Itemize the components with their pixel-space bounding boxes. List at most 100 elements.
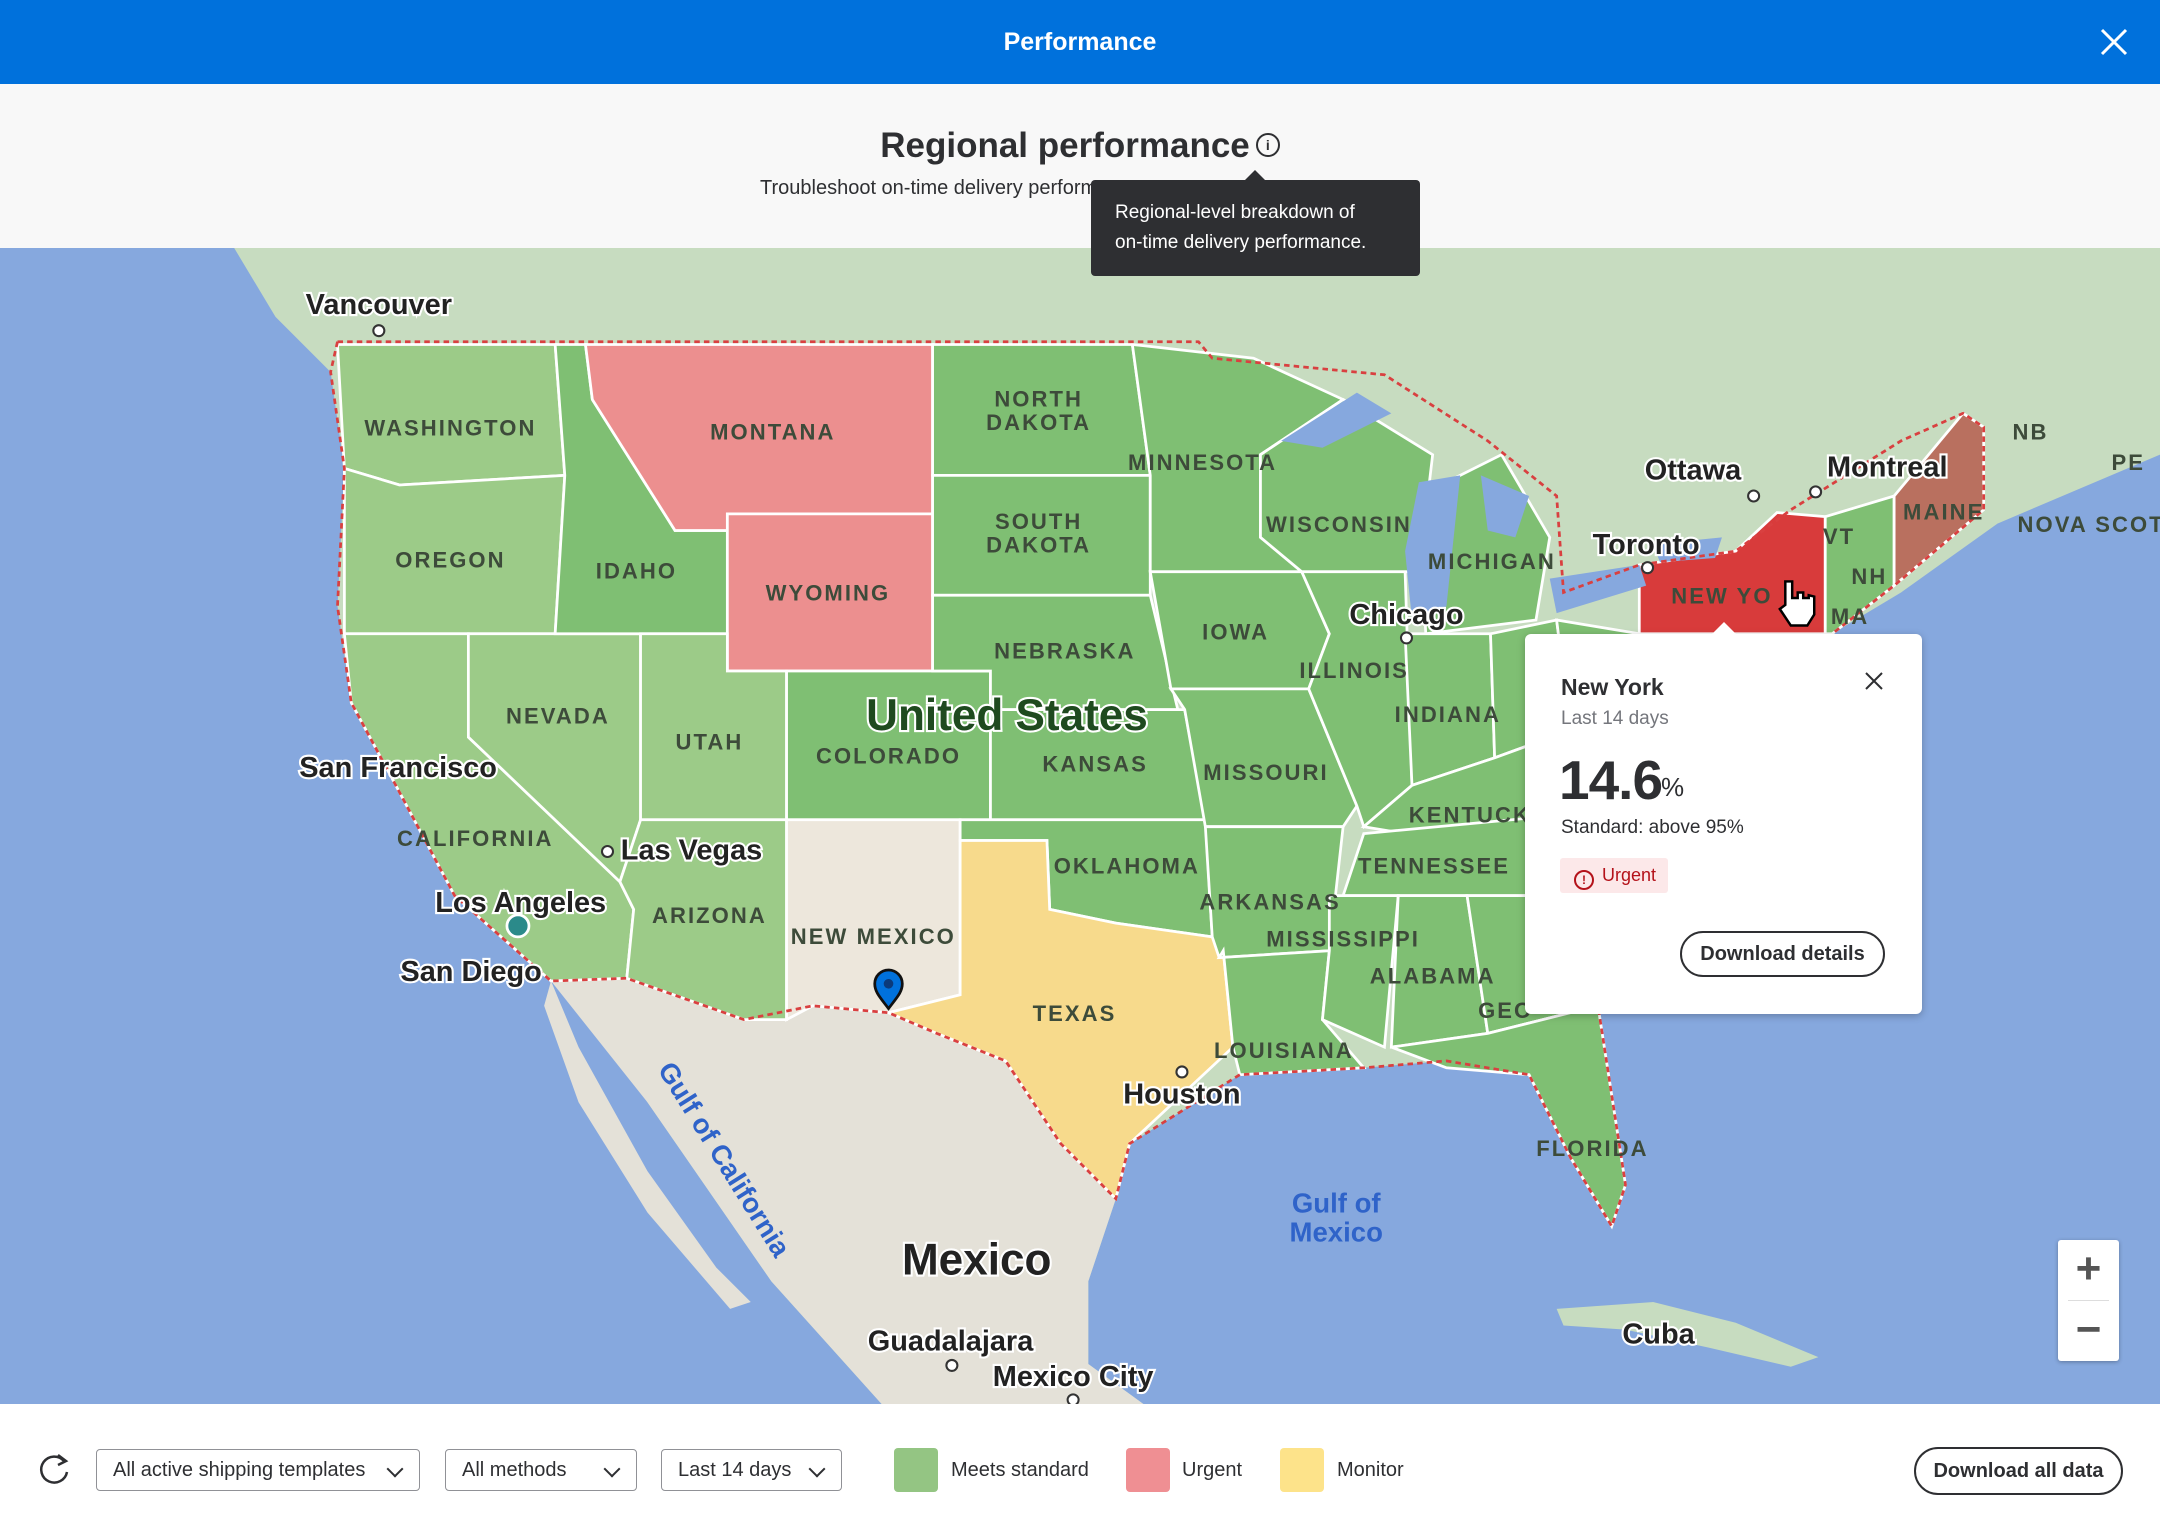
state-label: ILLINOIS bbox=[1299, 658, 1409, 683]
tooltip-line: Regional-level breakdown of bbox=[1115, 202, 1355, 223]
state-label: KANSAS bbox=[1042, 752, 1147, 777]
state-illinois[interactable] bbox=[1299, 570, 1414, 830]
state-mississippi[interactable] bbox=[1320, 894, 1400, 1050]
state-label: SOUTH bbox=[995, 509, 1082, 534]
state-label: INDIANA bbox=[1395, 702, 1501, 727]
status-badge: ! Urgent bbox=[1560, 858, 1669, 893]
popup-close-icon[interactable] bbox=[1863, 670, 1885, 692]
water-label: Gulf of bbox=[1292, 1187, 1382, 1218]
close-icon[interactable] bbox=[2094, 22, 2134, 62]
state-label: MAINE bbox=[1903, 499, 1984, 524]
select-value: Last 14 days bbox=[678, 1459, 792, 1481]
refresh-icon[interactable] bbox=[36, 1452, 72, 1488]
map-zoom-controls: + − bbox=[2058, 1240, 2119, 1361]
city-dot bbox=[1066, 1393, 1080, 1404]
state-vermont-nh-ma[interactable] bbox=[1823, 494, 1896, 636]
location-pin-icon[interactable] bbox=[873, 968, 904, 1011]
state-label: ARIZONA bbox=[652, 903, 767, 928]
zoom-out-button[interactable]: − bbox=[2075, 1305, 2102, 1354]
state-label: IOWA bbox=[1202, 619, 1269, 644]
header-title: Performance bbox=[1003, 28, 1157, 56]
state-label: WYOMING bbox=[766, 581, 891, 606]
page-title: Regional performance i bbox=[0, 126, 2160, 166]
state-label: PE bbox=[2112, 450, 2146, 475]
state-label: WISCONSIN bbox=[1266, 512, 1412, 537]
popup-value: 14.6 bbox=[1559, 749, 1663, 811]
info-tooltip: Regional-level breakdown of on-time deli… bbox=[1091, 170, 1420, 276]
popup-unit: % bbox=[1661, 772, 1685, 802]
state-label: MA bbox=[1831, 604, 1869, 629]
method-select[interactable]: All methods bbox=[445, 1449, 637, 1491]
page-header: Regional performance i Troubleshoot on-ti… bbox=[0, 84, 2160, 248]
states-layer bbox=[336, 342, 1986, 1230]
city-label: Chicago bbox=[1349, 599, 1463, 631]
country-label: Mexico bbox=[902, 1235, 1051, 1284]
state-new-mexico[interactable] bbox=[785, 818, 962, 1022]
city-dot bbox=[372, 324, 386, 338]
city-label: Ottawa bbox=[1645, 454, 1742, 486]
zoom-in-button[interactable]: + bbox=[2075, 1244, 2102, 1293]
state-label: NB bbox=[2013, 420, 2049, 445]
region-detail-popup: New York Last 14 days 14.6 % Standard: a… bbox=[1525, 622, 1922, 1014]
state-label: UTAH bbox=[676, 730, 744, 755]
state-label: MICHIGAN bbox=[1428, 549, 1556, 574]
select-value: All methods bbox=[462, 1459, 567, 1481]
land-cuba bbox=[1556, 1302, 1819, 1367]
state-label: ARKANSAS bbox=[1199, 889, 1340, 914]
state-label: NEBRASKA bbox=[994, 639, 1135, 664]
state-label: NEW MEXICO bbox=[791, 924, 956, 949]
state-label: NH bbox=[1851, 564, 1887, 589]
city-label: Mexico City bbox=[993, 1361, 1154, 1393]
legend-swatch-urgent bbox=[1126, 1448, 1170, 1492]
city-label: San Diego bbox=[400, 956, 541, 988]
download-all-data-button[interactable]: Download all data bbox=[1914, 1447, 2123, 1495]
date-range-select[interactable]: Last 14 days bbox=[661, 1449, 842, 1491]
state-label: MINNESOTA bbox=[1128, 450, 1277, 475]
country-label: United States bbox=[866, 691, 1148, 740]
state-label: TENNESSEE bbox=[1358, 854, 1510, 879]
us-border bbox=[329, 340, 1986, 1230]
city-label: Las Vegas bbox=[621, 835, 762, 867]
state-label: LOUISIANA bbox=[1214, 1038, 1354, 1063]
state-label: ALABAMA bbox=[1370, 964, 1496, 989]
alert-icon: ! bbox=[1574, 870, 1594, 890]
state-label: NOVA SCOT bbox=[2018, 512, 2160, 537]
city-label: Montreal bbox=[1827, 452, 1948, 484]
state-label: NEVADA bbox=[506, 703, 610, 728]
info-icon[interactable]: i bbox=[1255, 132, 1280, 157]
land-mexico bbox=[551, 978, 1144, 1404]
status-badge-label: Urgent bbox=[1602, 865, 1657, 885]
state-label: MISSISSIPPI bbox=[1266, 927, 1420, 952]
city-dot bbox=[945, 1358, 959, 1372]
city-dot bbox=[1641, 561, 1655, 575]
state-label: WASHINGTON bbox=[364, 415, 536, 440]
state-label: CALIFORNIA bbox=[397, 826, 553, 851]
shipping-template-select[interactable]: All active shipping templates bbox=[96, 1449, 420, 1491]
download-details-button[interactable]: Download details bbox=[1680, 931, 1885, 977]
state-label: VT bbox=[1823, 524, 1855, 549]
legend-label-monitor: Monitor bbox=[1337, 1459, 1404, 1481]
water-label: Mexico bbox=[1290, 1216, 1383, 1247]
state-label: OREGON bbox=[395, 548, 505, 573]
state-label: MISSOURI bbox=[1203, 760, 1328, 785]
city-dot bbox=[1175, 1065, 1189, 1079]
chevron-down-icon bbox=[603, 1460, 621, 1478]
city-dot bbox=[1809, 485, 1823, 499]
state-label: FLORIDA bbox=[1536, 1136, 1648, 1161]
location-dot bbox=[505, 913, 531, 939]
legend-label-meets: Meets standard bbox=[951, 1459, 1089, 1481]
divider bbox=[2068, 1300, 2109, 1301]
state-label: DAKOTA bbox=[986, 410, 1091, 435]
tooltip-line: on-time delivery performance. bbox=[1115, 232, 1367, 253]
state-label: KENTUCK bbox=[1409, 803, 1531, 828]
legend-swatch-monitor bbox=[1280, 1448, 1324, 1492]
header-bar: Performance bbox=[0, 0, 2160, 84]
state-label: TEXAS bbox=[1033, 1001, 1117, 1026]
state-label: IDAHO bbox=[596, 559, 677, 584]
city-label: Vancouver bbox=[306, 289, 452, 321]
city-label: Houston bbox=[1123, 1079, 1240, 1111]
state-label: NORTH bbox=[994, 386, 1083, 411]
page-title-text: Regional performance bbox=[880, 126, 1250, 165]
